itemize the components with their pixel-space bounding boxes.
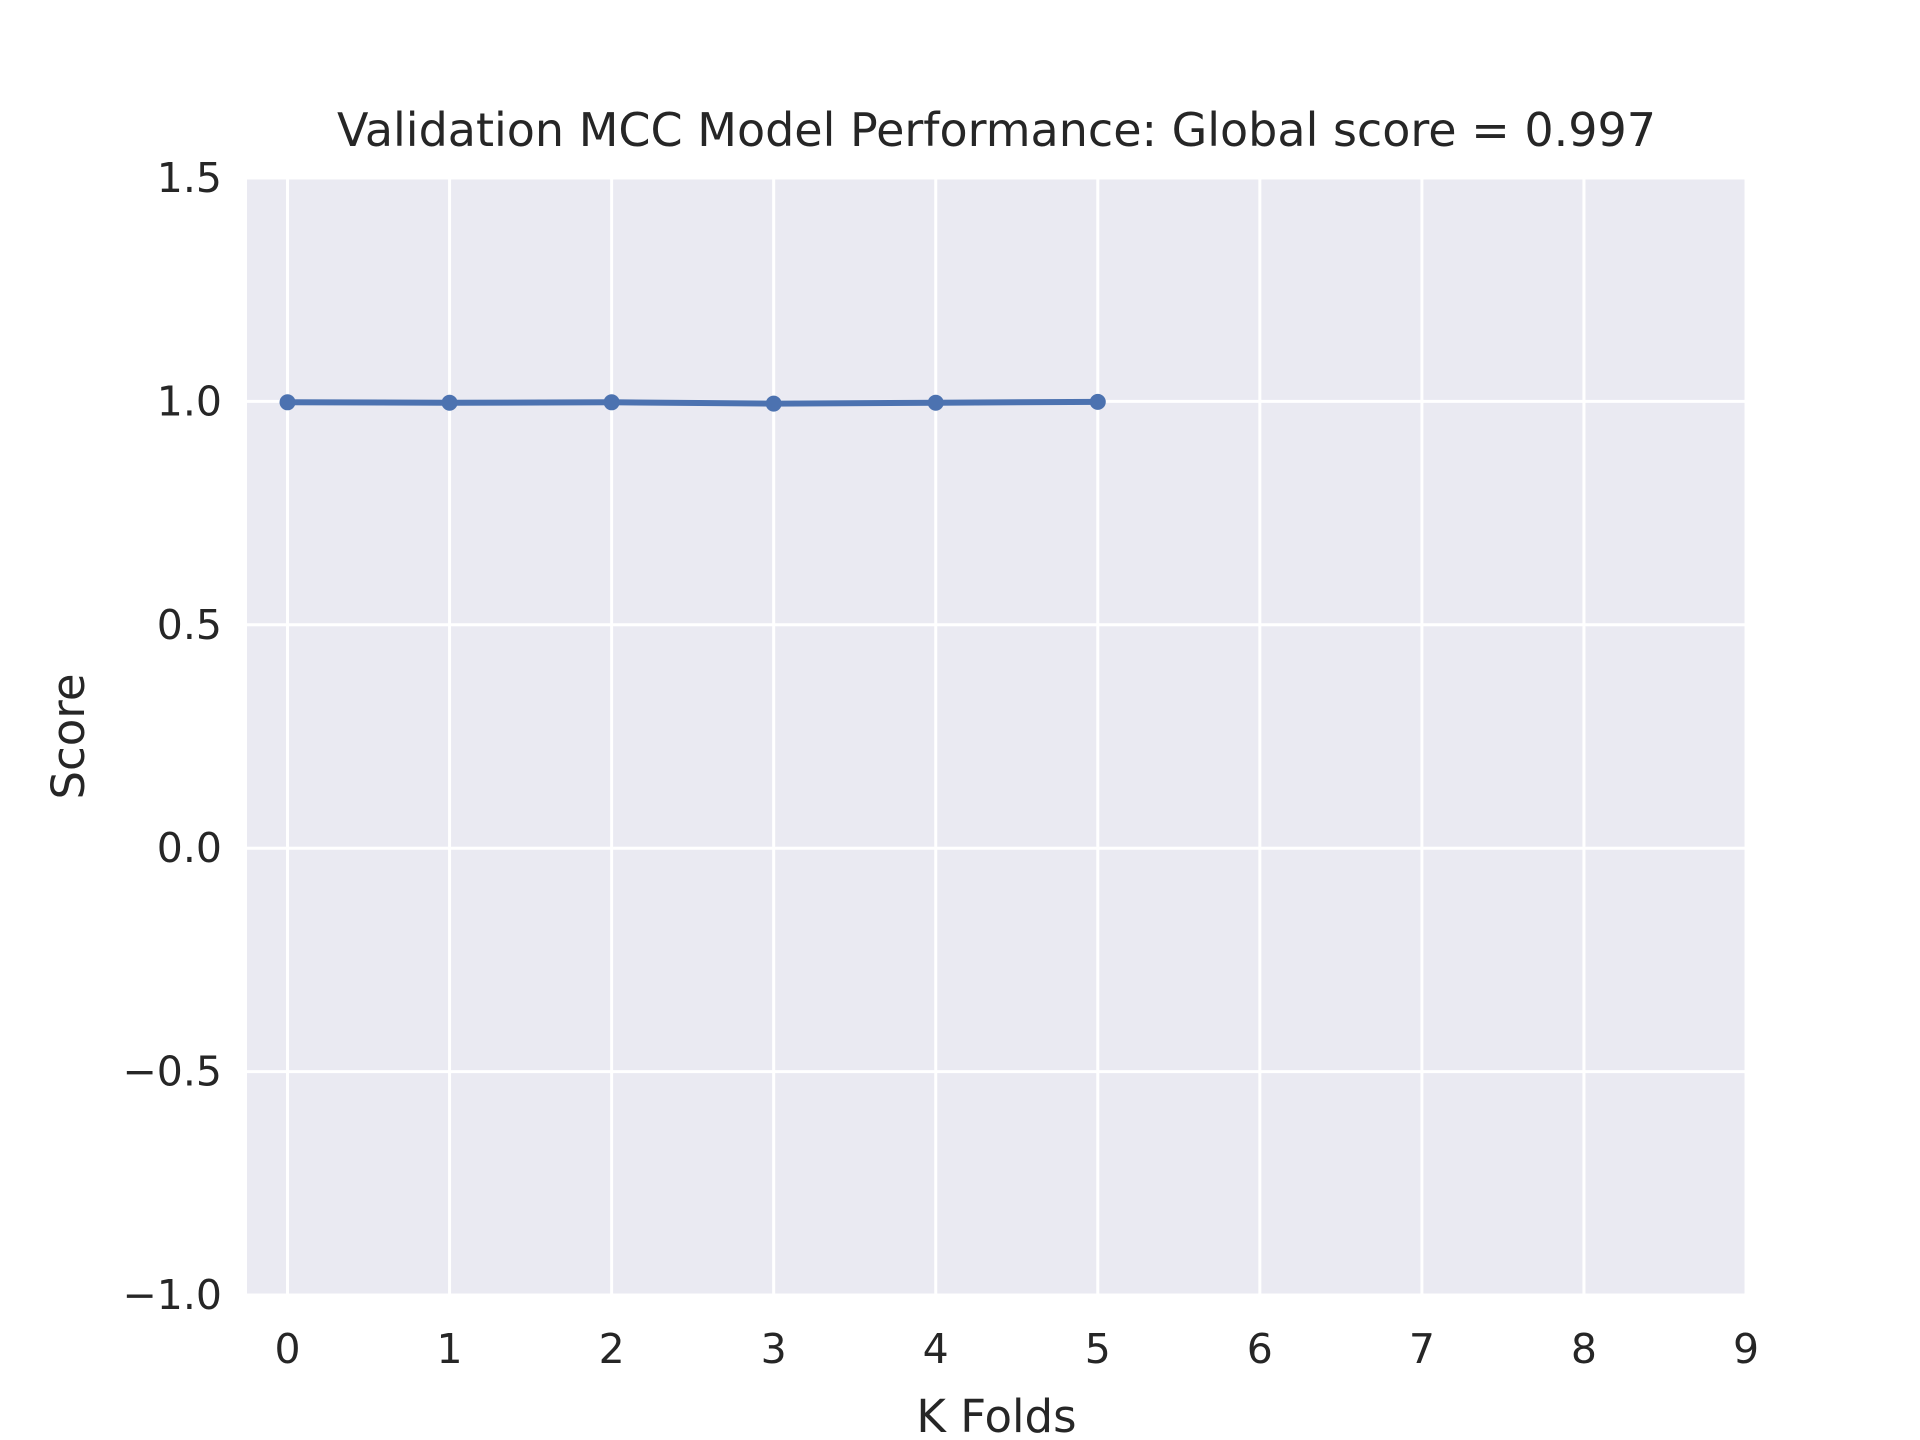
y-tick-label: 1.5 [157, 154, 222, 202]
x-tick-label: 3 [761, 1325, 787, 1373]
data-point-1 [441, 394, 458, 411]
y-tick-labels: −1.0 −0.5 0.0 0.5 1.0 1.5 [122, 154, 222, 1319]
data-point-2 [603, 394, 620, 411]
y-tick-label: −1.0 [122, 1271, 222, 1319]
y-tick-label: −0.5 [122, 1048, 222, 1096]
chart-title: Validation MCC Model Performance: Global… [337, 103, 1656, 157]
x-tick-label: 9 [1733, 1325, 1759, 1373]
x-tick-label: 1 [437, 1325, 463, 1373]
x-axis-title: K Folds [916, 1390, 1076, 1440]
y-axis-title: Score [42, 673, 95, 799]
plot-area [247, 178, 1746, 1295]
x-tick-label: 4 [923, 1325, 949, 1373]
series-layer [279, 393, 1106, 412]
data-point-5 [1089, 393, 1106, 410]
x-tick-label: 8 [1571, 1325, 1597, 1373]
x-tick-label: 5 [1085, 1325, 1111, 1373]
series-line-0 [284, 398, 1101, 407]
x-tick-labels: 0 1 2 3 4 5 6 7 8 9 [274, 1325, 1759, 1373]
y-tick-label: 0.5 [157, 601, 222, 649]
x-tick-label: 0 [274, 1325, 300, 1373]
x-tick-label: 7 [1409, 1325, 1435, 1373]
y-tick-label: 1.0 [157, 377, 222, 425]
x-tick-label: 2 [599, 1325, 625, 1373]
data-point-4 [927, 394, 944, 411]
y-tick-label: 0.0 [157, 824, 222, 872]
data-point-0 [279, 394, 296, 411]
x-tick-label: 6 [1247, 1325, 1273, 1373]
data-point-3 [765, 395, 782, 412]
